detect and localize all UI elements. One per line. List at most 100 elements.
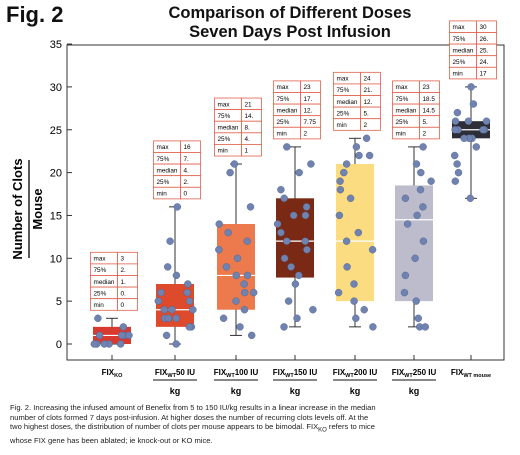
box-series bbox=[90, 83, 491, 348]
data-point bbox=[215, 220, 223, 228]
stat-cell-value bbox=[180, 186, 201, 200]
x-category-main: FIX bbox=[333, 368, 346, 377]
x-category-sub: WT bbox=[226, 373, 235, 379]
y-axis-label-top: Number of Clots bbox=[10, 158, 25, 259]
stat-table: max 21 75% 14. median 8. 25% 4. min 1 bbox=[214, 97, 262, 157]
stat-table: max 23 75% 18.5 median 14.5 25% 5. min 2 bbox=[392, 80, 440, 140]
data-point bbox=[340, 168, 348, 177]
data-point bbox=[355, 151, 363, 160]
data-point bbox=[160, 306, 169, 314]
data-point bbox=[172, 340, 180, 348]
stat-row-label: 75% bbox=[337, 87, 350, 94]
x-category-main: FIX bbox=[214, 368, 227, 377]
data-point bbox=[283, 143, 291, 151]
stat-row-label: min bbox=[396, 131, 407, 138]
x-category-tail: 50 IU bbox=[176, 368, 195, 377]
data-point bbox=[116, 340, 125, 348]
data-point bbox=[472, 143, 480, 151]
data-point bbox=[419, 203, 427, 211]
data-point bbox=[154, 297, 163, 305]
stat-row-label: max bbox=[337, 76, 350, 83]
stat-row-label: min bbox=[337, 122, 348, 129]
stat-row-value: 23 bbox=[423, 84, 431, 91]
data-point bbox=[451, 151, 459, 160]
stat-row-value: 21. bbox=[364, 87, 373, 94]
x-category-tail: 200 IU bbox=[354, 368, 378, 377]
data-point bbox=[419, 237, 428, 245]
stat-row-label: min bbox=[453, 71, 464, 78]
data-point bbox=[482, 117, 491, 125]
chart-title: Comparison of Different Doses Seven Days… bbox=[100, 4, 480, 42]
data-point bbox=[369, 323, 377, 331]
data-point bbox=[247, 331, 256, 340]
data-point bbox=[162, 331, 171, 340]
data-point bbox=[466, 194, 474, 203]
y-tick-label: 15 bbox=[50, 210, 62, 222]
data-point bbox=[173, 203, 182, 211]
iqr-box bbox=[217, 224, 255, 310]
data-point bbox=[362, 134, 371, 143]
y-tick-label: 5 bbox=[56, 296, 62, 308]
stat-row-value: 16 bbox=[184, 144, 192, 151]
stat-row-label: median bbox=[277, 107, 298, 114]
stat-row-value: 8. bbox=[245, 125, 251, 132]
stat-row-value: 12. bbox=[304, 107, 313, 114]
stat-row-value: 26. bbox=[480, 36, 489, 43]
stat-row-label: 25% bbox=[396, 119, 409, 126]
stat-row-value: 7.75 bbox=[304, 119, 317, 126]
data-point bbox=[464, 117, 473, 125]
data-point bbox=[469, 100, 478, 108]
x-category-unit: kg bbox=[290, 386, 301, 396]
data-point bbox=[302, 203, 311, 211]
data-point bbox=[240, 306, 249, 314]
data-point bbox=[401, 271, 410, 280]
x-category-sub: WT bbox=[404, 373, 413, 379]
y-axis-label-bottom: Mouse bbox=[30, 188, 45, 229]
stat-row-label: min bbox=[94, 302, 105, 309]
stat-cell-value bbox=[360, 118, 381, 131]
data-point bbox=[168, 306, 176, 314]
y-tick-label: 20 bbox=[50, 168, 62, 180]
data-point bbox=[283, 237, 291, 245]
data-point bbox=[342, 160, 351, 168]
x-category-label: FIXKO bbox=[102, 368, 123, 379]
data-point bbox=[236, 323, 244, 331]
data-point bbox=[291, 280, 300, 288]
stat-row-value: 7. bbox=[184, 156, 190, 163]
iqr-box bbox=[395, 185, 433, 302]
x-category-main: FIX bbox=[102, 368, 115, 377]
x-category-main: FIX bbox=[392, 368, 405, 377]
data-point bbox=[273, 220, 282, 228]
stat-row-label: max bbox=[453, 24, 466, 31]
data-point bbox=[413, 211, 421, 220]
data-point bbox=[184, 280, 192, 288]
data-point bbox=[453, 108, 462, 117]
stat-row-value: 18.5 bbox=[423, 96, 436, 103]
data-point bbox=[365, 151, 374, 160]
data-point bbox=[280, 194, 288, 203]
data-point bbox=[467, 83, 475, 91]
figure-label: Fig. 2 bbox=[6, 2, 64, 27]
data-point bbox=[303, 245, 311, 254]
stat-row-label: 75% bbox=[218, 113, 231, 120]
x-category-main: FIX bbox=[273, 368, 286, 377]
stat-row-value: 2 bbox=[304, 131, 308, 138]
plot-frame bbox=[66, 44, 505, 361]
x-category-label: FIXWT150 IU bbox=[273, 368, 318, 379]
stat-row-value: 14. bbox=[245, 113, 254, 120]
stat-row-value: 3 bbox=[121, 256, 125, 263]
data-point bbox=[403, 220, 412, 228]
data-point bbox=[295, 271, 303, 280]
stat-table: max 24 75% 21. median 12. 25% 5. min 2 bbox=[333, 71, 381, 131]
data-point bbox=[246, 203, 255, 211]
data-point bbox=[334, 288, 343, 297]
caption-line-3-text: two highest doses, the distribution of n… bbox=[10, 422, 319, 432]
x-category-tail: 250 IU bbox=[413, 368, 437, 377]
stat-table: max 23 75% 17. median 12. 25% 7.75 min 2 bbox=[273, 80, 321, 140]
stat-row-label: max bbox=[396, 84, 409, 91]
stat-cell-value bbox=[300, 126, 321, 140]
data-point bbox=[164, 314, 173, 322]
data-point bbox=[427, 177, 435, 185]
stat-row-label: max bbox=[277, 84, 290, 91]
